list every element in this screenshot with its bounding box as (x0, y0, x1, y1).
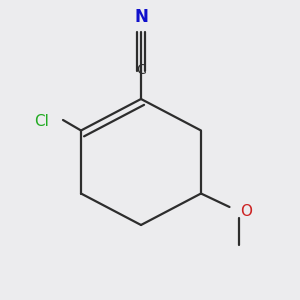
Text: N: N (134, 8, 148, 26)
Text: C: C (136, 64, 146, 77)
Text: O: O (240, 204, 252, 219)
Text: Cl: Cl (34, 114, 50, 129)
